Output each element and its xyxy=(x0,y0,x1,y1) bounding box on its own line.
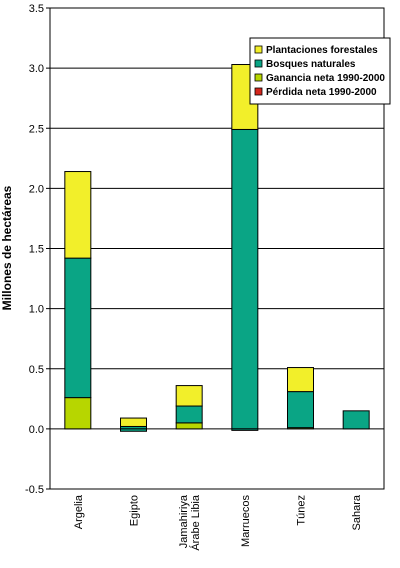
bar-segment xyxy=(175,422,203,430)
bar-segment xyxy=(64,397,92,430)
y-tick-label: 1.5 xyxy=(29,244,44,256)
x-category-label-line: Marruecos xyxy=(240,495,252,547)
x-category-label: Jamahiriya Árabe Libia xyxy=(178,494,202,551)
bar-segment xyxy=(287,367,314,393)
y-tick-label: -0.5 xyxy=(25,484,44,496)
bar-segment xyxy=(64,257,92,399)
y-tick-label: 0.0 xyxy=(29,424,44,436)
legend-swatch xyxy=(254,59,263,68)
y-tick-label: 1.0 xyxy=(29,304,44,316)
legend: Plantaciones forestales Bosques naturales… xyxy=(249,37,391,105)
legend-label: Bosques naturales xyxy=(266,59,356,70)
bar-segment xyxy=(231,128,259,430)
y-tick-label: 2.5 xyxy=(29,123,44,135)
legend-label: Ganancia neta 1990-2000 xyxy=(266,73,385,84)
x-category-label: Túnez xyxy=(296,495,308,526)
bar-segment xyxy=(287,391,314,429)
x-category-label: Sahara xyxy=(351,494,363,530)
y-axis-ticks: -0.5 0.0 0.5 1.0 1.5 2.0 2.5 3.0 3.5 xyxy=(25,3,50,496)
legend-swatch xyxy=(254,87,263,96)
bar-segment xyxy=(120,417,147,427)
legend-swatch xyxy=(254,73,263,82)
x-category-label-line: Egipto xyxy=(129,495,141,526)
y-tick-label: 3.5 xyxy=(29,3,44,15)
bar-segment-negative xyxy=(231,428,259,431)
y-tick-label: 3.0 xyxy=(29,63,44,75)
bar-segment-negative xyxy=(120,428,147,432)
x-category-label-line: Árabe Libia xyxy=(189,494,202,551)
legend-label: Pérdida neta 1990-2000 xyxy=(266,87,377,98)
x-category-label-line: Túnez xyxy=(296,495,308,526)
x-category-label: Marruecos xyxy=(240,495,252,547)
bars xyxy=(64,64,370,432)
x-axis-category-labels: Argelia Egipto Jamahiriya Árabe Libia Marrue… xyxy=(73,494,363,551)
legend-label: Plantaciones forestales xyxy=(266,45,378,56)
y-tick-label: 2.0 xyxy=(29,183,44,195)
bar-segment xyxy=(175,405,203,424)
x-category-label-line: Jamahiriya xyxy=(178,494,190,548)
bar-segment xyxy=(64,171,92,259)
x-category-label-line: Sahara xyxy=(351,494,363,530)
legend-box xyxy=(249,37,391,105)
y-tick-label: 0.5 xyxy=(29,364,44,376)
x-category-label: Argelia xyxy=(73,494,85,529)
bar-segment xyxy=(175,385,203,407)
bar-segment xyxy=(342,410,370,430)
x-category-label-line: Argelia xyxy=(73,494,85,529)
legend-swatch xyxy=(254,45,263,54)
x-category-label: Egipto xyxy=(129,495,141,526)
y-axis-title: Millones de hectáreas xyxy=(0,185,14,310)
